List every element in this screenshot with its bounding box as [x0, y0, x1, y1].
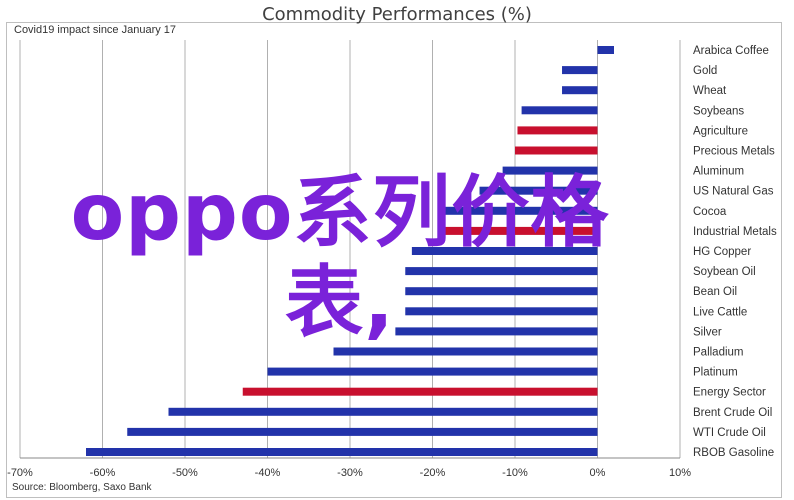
category-label: Brent Crude Oil	[693, 407, 772, 419]
category-label: Energy Sector	[693, 387, 766, 399]
bar	[242, 387, 598, 396]
category-label: Arabica Coffee	[693, 45, 769, 57]
x-tick-label: -60%	[90, 467, 116, 479]
bar	[521, 106, 598, 115]
category-label: Silver	[693, 326, 722, 338]
bar	[444, 206, 598, 215]
category-label: Palladium	[693, 347, 744, 359]
bar	[127, 427, 598, 436]
category-label: RBOB Gasoline	[693, 447, 774, 459]
bar	[168, 407, 598, 416]
chart-frame	[6, 22, 782, 498]
category-label: Soybeans	[693, 105, 744, 117]
bar	[411, 247, 598, 255]
category-label: HG Copper	[693, 246, 751, 258]
bar	[562, 86, 598, 95]
x-tick-label: -30%	[337, 467, 363, 479]
x-tick-label: -10%	[502, 467, 528, 479]
bar	[86, 448, 598, 456]
bar	[267, 367, 598, 376]
category-label: Aluminum	[693, 166, 744, 178]
category-label: Precious Metals	[693, 146, 775, 158]
x-tick-label: 10%	[669, 467, 691, 479]
x-tick-label: 0%	[590, 467, 606, 479]
bar	[597, 46, 614, 54]
bar	[333, 347, 598, 356]
category-label: WTI Crude Oil	[693, 427, 766, 439]
bar	[562, 66, 598, 75]
bar	[502, 166, 598, 175]
chart-subtitle: Covid19 impact since January 17	[14, 24, 177, 36]
category-label: Live Cattle	[693, 306, 747, 318]
x-tick-label: -50%	[172, 467, 198, 479]
bar	[405, 267, 598, 276]
bar	[405, 287, 598, 296]
bar	[517, 126, 598, 135]
chart-title: Commodity Performances (%)	[262, 4, 532, 25]
category-label: Gold	[693, 65, 717, 77]
category-label: Bean Oil	[693, 286, 737, 298]
x-tick-label: -40%	[255, 467, 281, 479]
chart-source: Source: Bloomberg, Saxo Bank	[12, 482, 152, 493]
category-label: Wheat	[693, 85, 727, 97]
bar	[479, 186, 598, 195]
category-label: Soybean Oil	[693, 266, 756, 278]
category-label: Agriculture	[693, 125, 748, 137]
bar	[439, 226, 598, 235]
overlay-watermark-text: oppo系列价格表,	[70, 168, 610, 348]
x-tick-label: -20%	[420, 467, 446, 479]
bar	[395, 327, 598, 336]
category-label: Platinum	[693, 367, 738, 379]
x-tick-label: -70%	[7, 467, 33, 479]
category-label: Industrial Metals	[693, 226, 777, 238]
category-label: Cocoa	[693, 206, 727, 218]
category-label: US Natural Gas	[693, 186, 774, 198]
bar	[515, 146, 598, 155]
bar	[405, 307, 598, 316]
